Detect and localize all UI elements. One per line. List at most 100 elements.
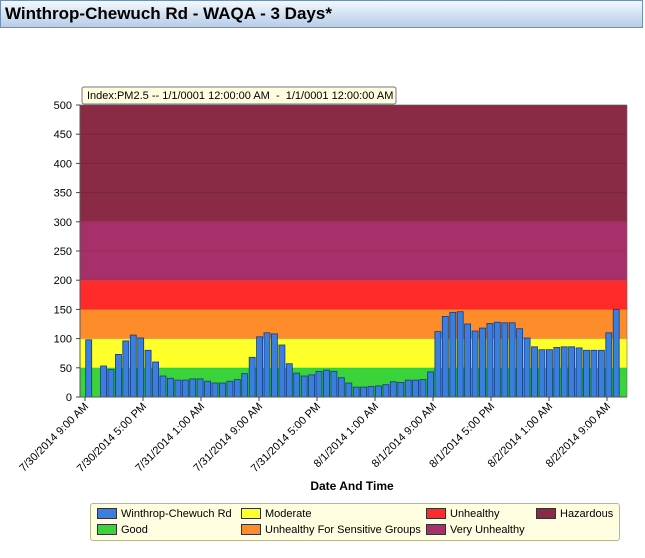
y-tick-label-1: 50 [60, 363, 72, 375]
bar-49 [449, 311, 457, 398]
legend-swatch-0 [97, 507, 117, 519]
chart-title-bar: Winthrop-Chewuch Rd - WAQA - 3 Days* [0, 0, 643, 28]
bar-19 [226, 380, 234, 398]
bar-58 [516, 328, 523, 398]
bar-45 [419, 379, 427, 398]
bar-44 [412, 379, 420, 398]
bar-43 [404, 379, 412, 398]
bar-23 [256, 336, 264, 398]
legend-swatch-1 [241, 507, 261, 519]
y-tick-label-2: 100 [54, 334, 72, 346]
aqi-bar-chart: 0 50 100 150 200 250 300 350 400 450 500 7/30/2014… [17, 86, 628, 493]
x-axis-label: Date And Time [310, 479, 394, 493]
y-tick-label-4: 200 [54, 275, 72, 287]
bar-62 [546, 349, 553, 398]
bar-6 [129, 334, 137, 398]
bar-2 [100, 365, 107, 398]
bar-34 [337, 377, 345, 398]
tooltip: Index:PM2.5 -- 1/1/0001 12:00:00 AM - 1/… [81, 86, 397, 105]
y-tick-label-8: 400 [54, 158, 72, 170]
y-tick-label-7: 350 [54, 188, 72, 200]
bar-16 [204, 380, 212, 398]
bar-53 [479, 327, 486, 398]
bar-39 [375, 385, 382, 398]
bar-67 [583, 349, 590, 398]
bar-66 [575, 347, 583, 398]
bar-59 [523, 337, 531, 398]
bar-30 [308, 374, 316, 398]
legend-swatch-6 [426, 523, 446, 535]
legend-label-1: Moderate [265, 508, 312, 520]
bar-69 [598, 349, 605, 398]
legend-label-4: Good [121, 524, 148, 536]
legend-item-1: Moderate [241, 507, 312, 520]
bar-26 [278, 344, 286, 398]
bar-70 [605, 332, 613, 398]
legend-item-3: Hazardous [536, 507, 614, 520]
bar-33 [330, 370, 338, 398]
legend-item-6: Very Unhealthy [426, 523, 525, 536]
legend-label-0: Winthrop-Chewuch Rd [121, 508, 232, 520]
bar-37 [360, 386, 368, 398]
bar-48 [441, 315, 449, 398]
bar-20 [233, 379, 241, 398]
legend-item-4: Good [97, 523, 148, 536]
aqi-band-2 [80, 309, 627, 339]
y-tick-label-9: 450 [54, 129, 72, 141]
tooltip-text: Index:PM2.5 -- 1/1/0001 12:00:00 AM - 1/… [87, 90, 393, 102]
bar-71 [612, 308, 620, 398]
bar-55 [493, 321, 501, 398]
aqi-band-5 [80, 105, 627, 222]
bar-24 [263, 332, 271, 398]
bar-36 [352, 386, 360, 398]
bar-40 [382, 384, 390, 398]
bar-13 [181, 379, 189, 398]
bar-51 [464, 323, 472, 398]
bar-9 [152, 361, 160, 398]
y-tick-label-0: 0 [66, 392, 72, 404]
aqi-band-4 [80, 221, 627, 281]
legend-swatch-5 [241, 523, 261, 535]
bar-4 [115, 353, 122, 398]
bar-18 [218, 382, 226, 398]
aqi-band-3 [80, 280, 627, 310]
bar-7 [137, 337, 145, 398]
bar-27 [285, 363, 293, 398]
y-tick-label-3: 150 [54, 304, 72, 316]
legend-item-5: Unhealthy For Sensitive Groups [241, 523, 421, 536]
bar-14 [189, 378, 197, 398]
legend-swatch-2 [426, 507, 446, 519]
bar-21 [241, 373, 249, 398]
bar-17 [211, 382, 219, 398]
legend-item-2: Unhealthy [426, 507, 500, 520]
legend-label-2: Unhealthy [450, 508, 500, 520]
bar-5 [122, 340, 130, 398]
legend-label-6: Very Unhealthy [450, 524, 525, 536]
legend-swatch-4 [97, 523, 117, 535]
bar-12 [174, 379, 182, 398]
bar-28 [293, 372, 301, 398]
bar-52 [471, 330, 479, 398]
bars [85, 308, 620, 398]
legend: Winthrop-Chewuch Rd Moderate Unhealthy Haza… [90, 503, 620, 541]
bar-35 [345, 382, 353, 398]
bar-61 [538, 349, 546, 398]
bar-63 [553, 346, 561, 398]
bar-60 [531, 346, 538, 398]
bar-10 [159, 375, 167, 398]
aqi-bands [80, 105, 627, 397]
bar-31 [315, 370, 323, 398]
legend-label-3: Hazardous [560, 508, 614, 520]
chart-title: Winthrop-Chewuch Rd - WAQA - 3 Days* [5, 4, 332, 23]
bar-41 [389, 381, 397, 398]
bar-56 [501, 322, 509, 398]
bar-42 [397, 381, 405, 398]
bar-25 [270, 333, 278, 398]
bar-0 [85, 339, 93, 398]
y-tick-labels: 0 50 100 150 200 250 300 350 400 450 500 [54, 100, 80, 404]
bar-57 [508, 322, 516, 398]
bar-65 [568, 346, 575, 398]
y-tick-label-6: 300 [54, 217, 72, 229]
bar-15 [196, 378, 204, 398]
bar-46 [427, 371, 434, 398]
